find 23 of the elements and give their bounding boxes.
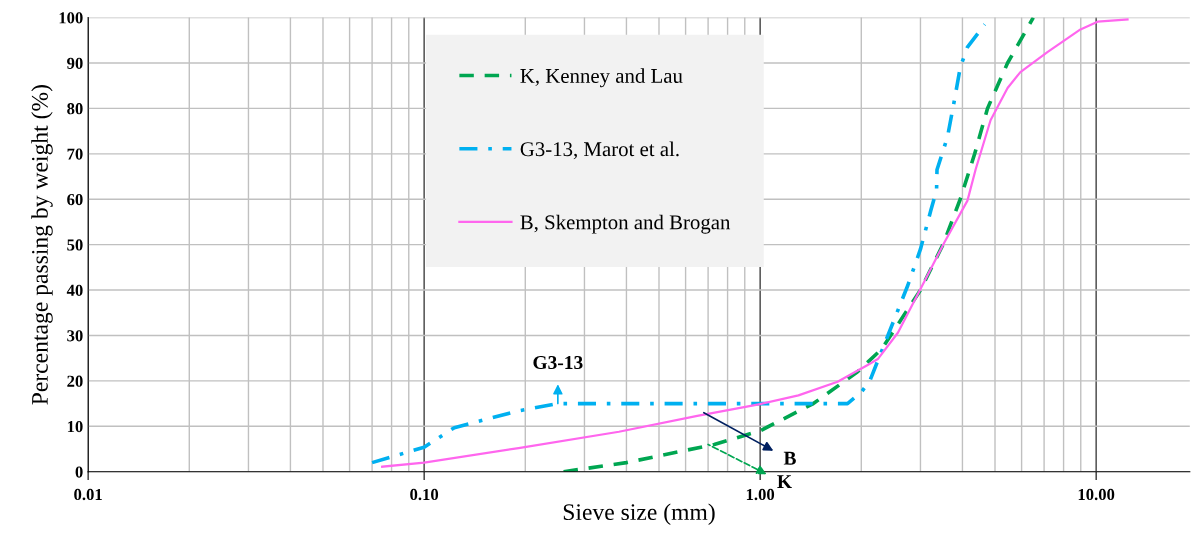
- annotation: G3-13: [533, 356, 583, 370]
- y-tick-label: 90: [67, 57, 83, 69]
- y-tick-label: 20: [67, 375, 83, 387]
- legend-label: B, Skempton and Brogan: [520, 214, 731, 234]
- y-tick-label: 30: [67, 330, 83, 342]
- y-tick-label: 60: [67, 193, 83, 206]
- x-tick-label: 0.10: [410, 488, 439, 501]
- y-tick-label: 80: [67, 103, 83, 115]
- x-tick-label: 1.00: [746, 488, 775, 501]
- x-axis-title: Sieve size (mm): [563, 503, 715, 525]
- y-tick-label: 10: [67, 420, 83, 433]
- y-tick-label: 70: [67, 148, 83, 160]
- y-tick-label: 40: [66, 284, 83, 297]
- x-tick-label: 10.00: [1078, 488, 1115, 501]
- annotation: B: [783, 451, 796, 465]
- annotation: K: [777, 475, 792, 489]
- y-tick-label: 0: [75, 466, 83, 478]
- y-tick-label: 50: [67, 239, 83, 251]
- legend-label: G3-13, Marot et al.: [520, 141, 679, 160]
- y-tick-label: 100: [59, 12, 83, 24]
- y-axis-title: Percentage passing by weight (%): [31, 85, 53, 405]
- x-tick-label: 0.01: [74, 488, 102, 501]
- legend-label: K, Kenney and Lau: [520, 68, 683, 88]
